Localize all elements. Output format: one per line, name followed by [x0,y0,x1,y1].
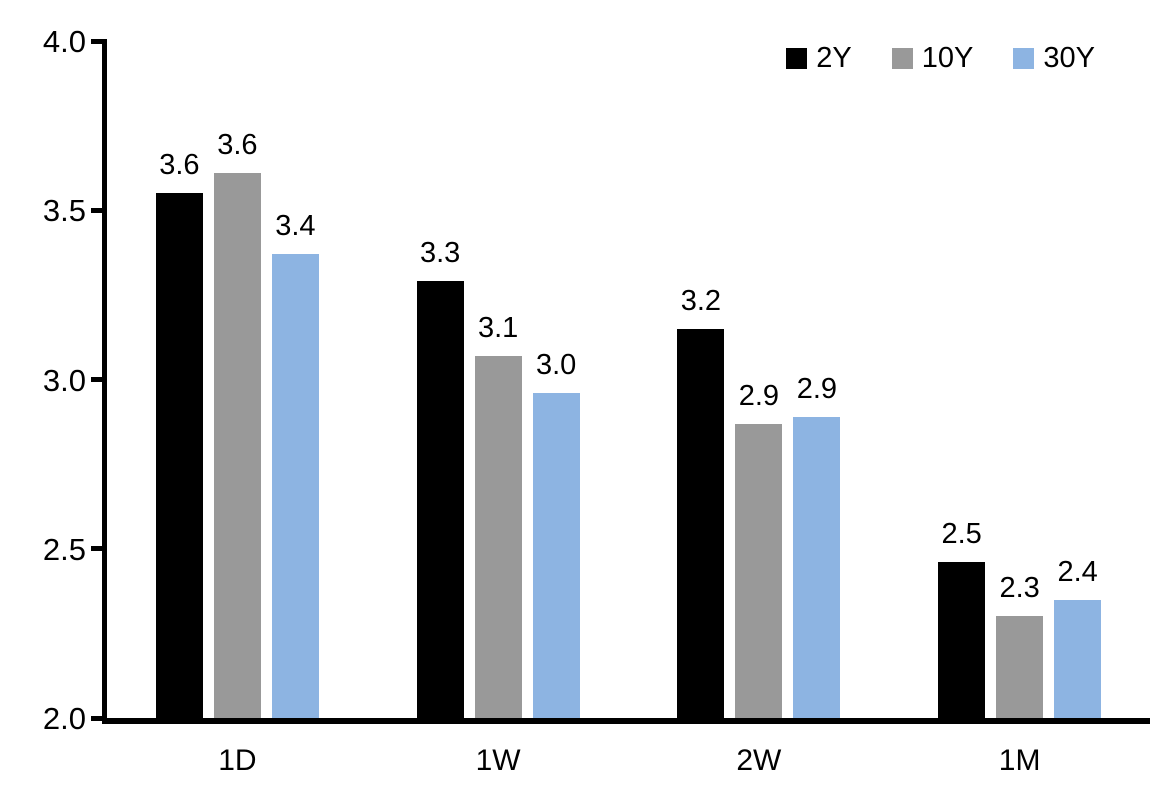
chart-legend: 2Y 10Y 30Y [786,44,1095,73]
bar-value-label: 2.3 [999,572,1040,605]
bar-value-label: 3.3 [419,237,461,270]
legend-label: 10Y [921,42,974,74]
bar-30y-1d [271,254,319,718]
x-category-label-2w: 2W [736,744,782,777]
y-tick-mark [91,715,107,721]
bar-10y-1w [474,355,522,718]
x-axis-line [102,718,1150,724]
y-tick-label: 3.0 [42,362,86,398]
y-tick-mark [91,377,107,382]
y-tick-label: 2.5 [42,531,86,567]
legend-swatch-icon [891,48,913,69]
y-tick-label: 4.0 [42,24,86,59]
legend-item-30y: 30Y [1013,44,1095,73]
bar-value-label: 3.6 [217,129,258,161]
y-tick-mark [91,207,107,213]
bar-value-label: 2.5 [941,518,982,551]
legend-item-2y: 2Y [786,42,852,74]
bar-10y-2w [735,423,783,718]
y-tick-label: 3.5 [42,193,86,229]
bar-value-label: 3.1 [477,311,519,344]
x-category-label-1d: 1D [218,744,257,777]
bar-value-label: 3.0 [535,349,577,382]
bar-2y-1d [155,193,203,718]
x-category-label-1m: 1M [998,744,1041,777]
bar-2y-2w [677,328,725,718]
legend-item-10y: 10Y [891,42,974,74]
bar-value-label: 2.9 [738,379,780,412]
bar-10y-1m [996,616,1044,718]
bar-value-label: 3.2 [680,284,722,317]
legend-label: 2Y [816,42,852,74]
legend-label: 30Y [1043,42,1095,74]
y-tick-label: 2.0 [42,701,86,736]
y-tick-mark [91,38,107,44]
legend-swatch-icon [1013,48,1035,69]
bar-2y-1w [416,281,464,718]
bar-value-label: 2.4 [1057,555,1098,588]
bar-30y-2w [793,416,841,718]
bar-30y-1m [1054,599,1102,718]
y-tick-mark [91,546,107,552]
x-category-label-1w: 1W [475,744,521,777]
bar-value-label: 2.9 [796,372,838,405]
bar-2y-1m [938,562,986,718]
bar-value-label: 3.6 [159,149,200,182]
bar-10y-1d [213,173,261,718]
bar-30y-1w [532,393,580,718]
bar-value-label: 3.4 [275,210,316,243]
legend-swatch-icon [786,48,808,69]
